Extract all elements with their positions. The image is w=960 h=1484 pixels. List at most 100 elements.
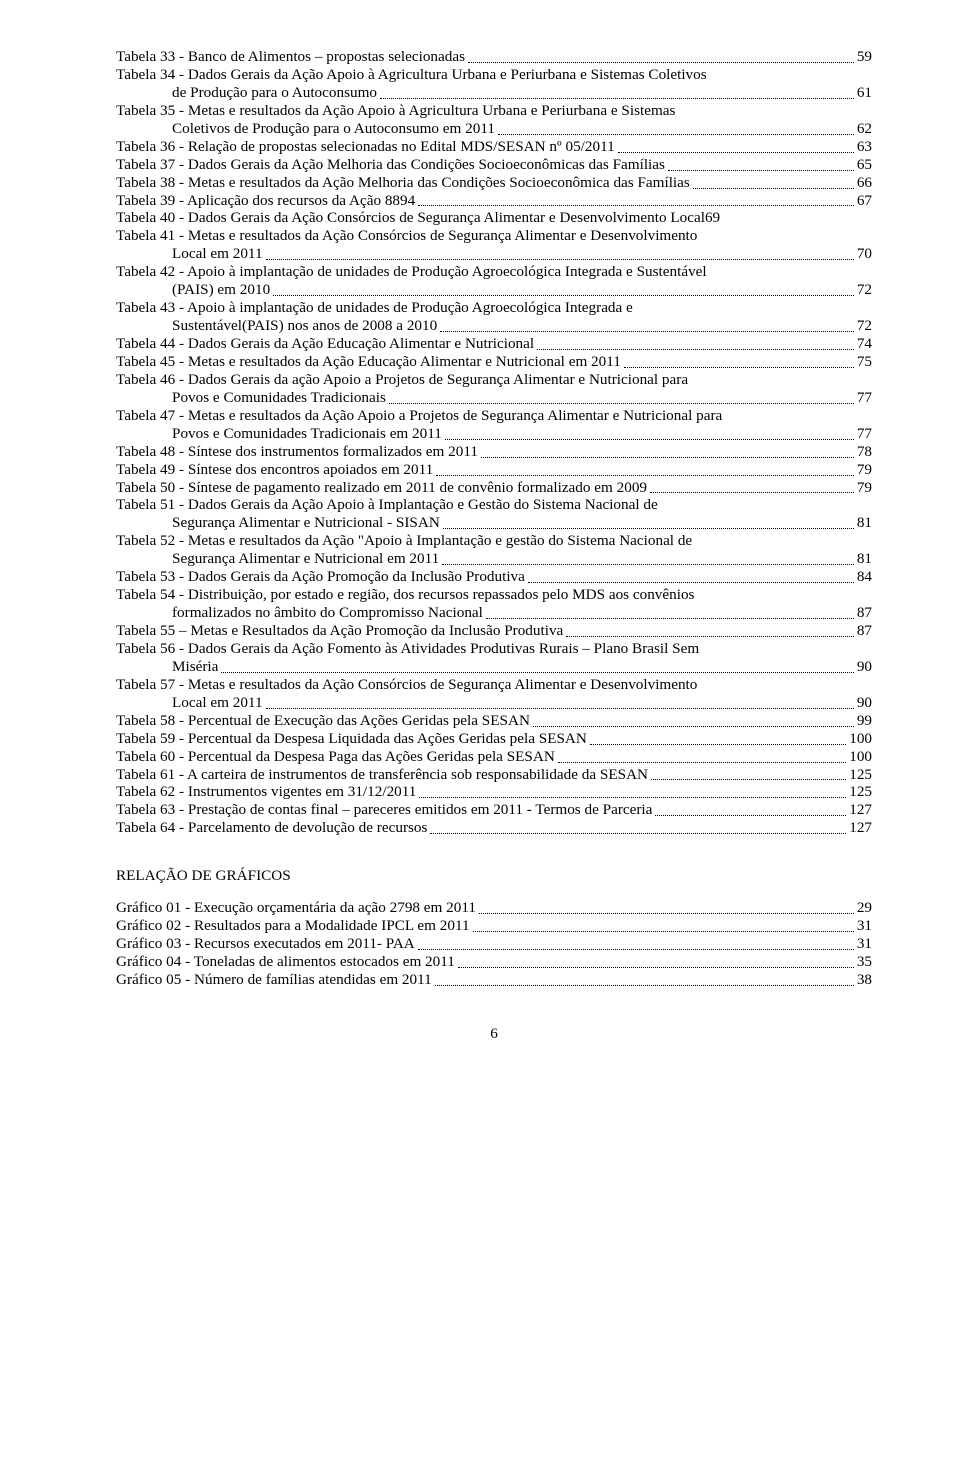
toc-entry-page: 125 (849, 783, 872, 801)
toc-entry-page: 79 (857, 479, 872, 497)
toc-entry: Segurança Alimentar e Nutricional em 201… (116, 550, 872, 568)
toc-leader (566, 627, 854, 637)
toc-entry: Tabela 44 - Dados Gerais da Ação Educaçã… (116, 335, 872, 353)
toc-entry-page: 90 (857, 694, 872, 712)
toc-entry: Tabela 58 - Percentual de Execução das A… (116, 712, 872, 730)
toc-leader (650, 483, 854, 493)
toc-entry-page: 84 (857, 568, 872, 586)
toc-entry-line: Tabela 52 - Metas e resultados da Ação "… (116, 532, 872, 550)
toc-entry: Tabela 36 - Relação de propostas selecio… (116, 138, 872, 156)
toc-entry-label: formalizados no âmbito do Compromisso Na… (172, 604, 483, 622)
toc-entry-label: Tabela 58 - Percentual de Execução das A… (116, 712, 530, 730)
toc-entry: Local em 2011 70 (116, 245, 872, 263)
toc-entry: de Produção para o Autoconsumo 61 (116, 84, 872, 102)
toc-entry-page: 38 (857, 971, 872, 989)
toc-entry-label: Tabela 36 - Relação de propostas selecio… (116, 138, 615, 156)
toc-leader (533, 717, 854, 727)
toc-entry-page: 70 (857, 245, 872, 263)
toc-leader (481, 447, 854, 457)
toc-entry-label: Coletivos de Produção para o Autoconsumo… (172, 120, 495, 138)
toc-entry: Coletivos de Produção para o Autoconsumo… (116, 120, 872, 138)
toc-leader (435, 976, 854, 986)
toc-entry: Segurança Alimentar e Nutricional - SISA… (116, 514, 872, 532)
toc-entry-label: Tabela 64 - Parcelamento de devolução de… (116, 819, 427, 837)
toc-entry-page: 31 (857, 917, 872, 935)
toc-entry-line: Tabela 42 - Apoio à implantação de unida… (116, 263, 872, 281)
toc-entry-label: Tabela 39 - Aplicação dos recursos da Aç… (116, 192, 415, 210)
toc-entry-page: 100 (849, 748, 872, 766)
toc-leader (419, 788, 846, 798)
toc-leader (266, 250, 854, 260)
toc-entry-label: Tabela 38 - Metas e resultados da Ação M… (116, 174, 690, 192)
toc-entry-label: Povos e Comunidades Tradicionais em 2011 (172, 425, 442, 443)
toc-entry: Tabela 48 - Síntese dos instrumentos for… (116, 443, 872, 461)
toc-entry-label: Gráfico 05 - Número de famílias atendida… (116, 971, 432, 989)
toc-entry-label: Tabela 45 - Metas e resultados da Ação E… (116, 353, 621, 371)
toc-entry-label: Tabela 61 - A carteira de instrumentos d… (116, 766, 648, 784)
toc-entry-page: 87 (857, 622, 872, 640)
toc-graficos-list: Gráfico 01 - Execução orçamentária da aç… (116, 899, 872, 989)
toc-entry-line: Tabela 54 - Distribuição, por estado e r… (116, 586, 872, 604)
toc-entry-page: 74 (857, 335, 872, 353)
toc-entry: Tabela 63 - Prestação de contas final – … (116, 801, 872, 819)
toc-leader (273, 286, 854, 296)
toc-leader (590, 734, 846, 744)
toc-entry-label: Tabela 44 - Dados Gerais da Ação Educaçã… (116, 335, 534, 353)
toc-entry-label: Local em 2011 (172, 245, 263, 263)
toc-entry-page: 66 (857, 174, 872, 192)
toc-entry: Povos e Comunidades Tradicionais77 (116, 389, 872, 407)
toc-entry-page: 127 (849, 819, 872, 837)
toc-entry-page: 72 (857, 281, 872, 299)
toc-entry-label: Local em 2011 (172, 694, 263, 712)
toc-entry-page: 63 (857, 138, 872, 156)
toc-entry-label: Povos e Comunidades Tradicionais (172, 389, 386, 407)
toc-leader (436, 465, 854, 475)
toc-leader (221, 663, 853, 673)
toc-leader (445, 430, 854, 440)
toc-entry-page: 125 (849, 766, 872, 784)
toc-leader (498, 125, 854, 135)
toc-entry-line: Tabela 35 - Metas e resultados da Ação A… (116, 102, 872, 120)
toc-leader (486, 609, 854, 619)
toc-leader (443, 519, 854, 529)
toc-entry-label: de Produção para o Autoconsumo (172, 84, 377, 102)
toc-leader (430, 824, 846, 834)
toc-entry-line: Tabela 46 - Dados Gerais da ação Apoio a… (116, 371, 872, 389)
toc-entry-line: Tabela 34 - Dados Gerais da Ação Apoio à… (116, 66, 872, 84)
toc-entry-page: 72 (857, 317, 872, 335)
toc-entry-page: 90 (857, 658, 872, 676)
toc-entry-page: 81 (857, 550, 872, 568)
toc-entry-page: 79 (857, 461, 872, 479)
toc-entry: Tabela 33 - Banco de Alimentos – propost… (116, 48, 872, 66)
toc-entry-label: Tabela 48 - Síntese dos instrumentos for… (116, 443, 478, 461)
toc-entry-label: Tabela 60 - Percentual da Despesa Paga d… (116, 748, 555, 766)
toc-entry: (PAIS) em 201072 (116, 281, 872, 299)
toc-entry-label: Tabela 59 - Percentual da Despesa Liquid… (116, 730, 587, 748)
toc-entry-page: 61 (857, 84, 872, 102)
toc-entry-label: Tabela 37 - Dados Gerais da Ação Melhori… (116, 156, 665, 174)
toc-entry-page: 100 (849, 730, 872, 748)
toc-leader (528, 573, 854, 583)
toc-entry: Tabela 40 - Dados Gerais da Ação Consórc… (116, 209, 872, 227)
toc-leader (651, 770, 846, 780)
toc-leader (624, 358, 854, 368)
toc-leader (442, 555, 854, 565)
toc-entry-line: Tabela 47 - Metas e resultados da Ação A… (116, 407, 872, 425)
toc-entry-label: Miséria (172, 658, 218, 676)
toc-entry-line: Tabela 41 - Metas e resultados da Ação C… (116, 227, 872, 245)
toc-leader (380, 89, 854, 99)
toc-entry-page: 29 (857, 899, 872, 917)
toc-entry-label: Gráfico 02 - Resultados para a Modalidad… (116, 917, 470, 935)
toc-entry-line: Tabela 57 - Metas e resultados da Ação C… (116, 676, 872, 694)
toc-entry-page: 69 (705, 209, 720, 227)
toc-entry: Tabela 53 - Dados Gerais da Ação Promoçã… (116, 568, 872, 586)
toc-entry-page: 31 (857, 935, 872, 953)
toc-entry-page: 35 (857, 953, 872, 971)
toc-entry-page: 78 (857, 443, 872, 461)
toc-entry-label: Segurança Alimentar e Nutricional - SISA… (172, 514, 440, 532)
toc-tables-list: Tabela 33 - Banco de Alimentos – propost… (116, 48, 872, 837)
toc-leader (389, 394, 854, 404)
toc-entry-page: 87 (857, 604, 872, 622)
toc-entry: Tabela 39 - Aplicação dos recursos da Aç… (116, 192, 872, 210)
toc-leader (558, 752, 846, 762)
